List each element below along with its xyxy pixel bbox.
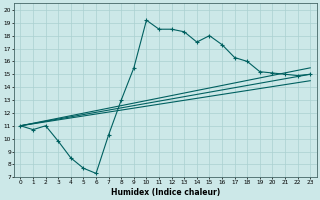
X-axis label: Humidex (Indice chaleur): Humidex (Indice chaleur) [111,188,220,197]
